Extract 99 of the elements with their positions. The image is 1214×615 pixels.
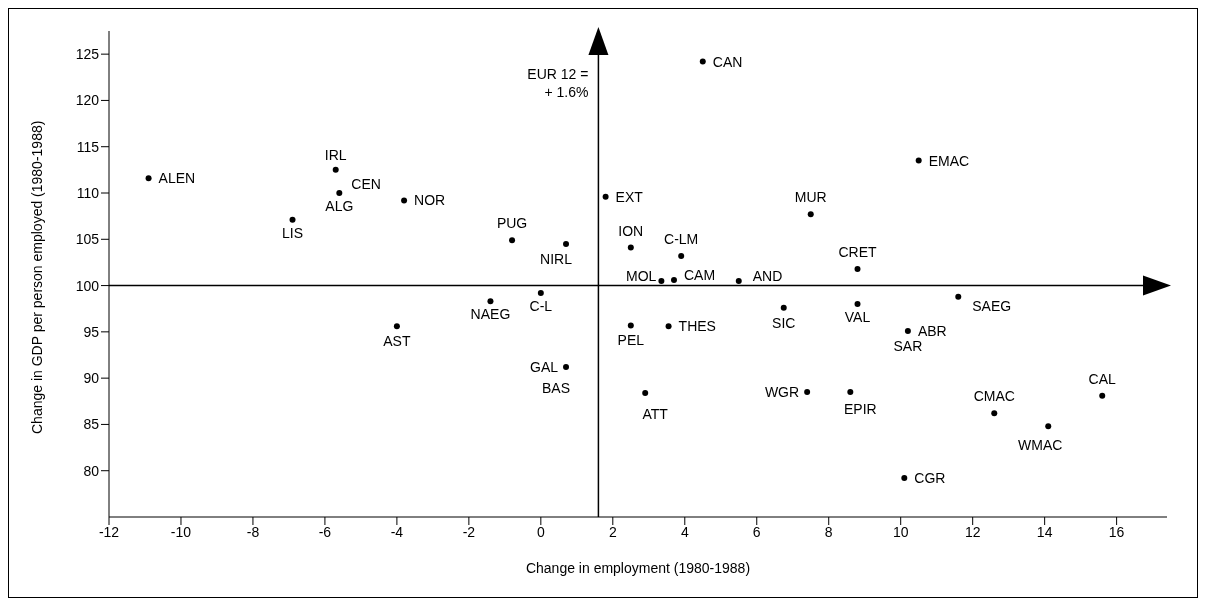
annotation: EXT (615, 188, 644, 205)
point (509, 237, 516, 244)
point (854, 301, 861, 308)
annotation: NAEG (470, 306, 511, 323)
point (904, 327, 911, 334)
x-tick-label: -6 (318, 523, 332, 540)
x-tick-label: 0 (536, 523, 545, 540)
point (602, 193, 609, 200)
annotation: ABR (917, 322, 947, 339)
point (658, 277, 665, 284)
annotation: AND (752, 267, 783, 284)
point (487, 298, 494, 305)
point (678, 252, 685, 259)
point (563, 240, 570, 247)
point (901, 475, 908, 482)
annotation: LIS (282, 224, 304, 241)
y-tick-label: 105 (75, 231, 100, 248)
point (665, 323, 672, 330)
annotation: EPIR (843, 401, 877, 418)
point (955, 293, 962, 300)
annotation: SIC (772, 314, 796, 331)
point (627, 244, 634, 251)
x-tick-label: -2 (462, 523, 476, 540)
point (627, 322, 634, 329)
point (699, 58, 706, 65)
annotation: PEL (617, 332, 645, 349)
point (1045, 423, 1052, 430)
annotation: CAN (712, 53, 743, 70)
annotation: CAL (1088, 370, 1117, 387)
x-tick-label: 8 (824, 523, 833, 540)
x-tick-label: 2 (608, 523, 617, 540)
y-tick-label: 80 (83, 462, 100, 479)
annotation: VAL (844, 309, 871, 326)
point (804, 389, 811, 396)
point (401, 197, 408, 204)
annotation: BAS (542, 380, 571, 397)
y-tick-label: 85 (83, 416, 100, 433)
x-tick-label: -12 (98, 523, 120, 540)
annotation: NOR (414, 192, 446, 209)
y-axis-title: Change in GDP per person employed (1980-1988) (28, 120, 45, 434)
annotation: C-LM (664, 230, 699, 247)
annotation: ALG (325, 198, 354, 214)
x-tick-label: -10 (170, 523, 192, 540)
y-tick-label: 95 (83, 323, 100, 340)
point (847, 389, 854, 396)
y-tick-label: 100 (75, 277, 100, 294)
y-tick-label: 90 (83, 370, 100, 387)
annotation: CEN (351, 176, 381, 192)
annotation: CRET (838, 243, 878, 260)
point (915, 157, 922, 164)
annotation: WGR (764, 384, 800, 401)
point (1099, 392, 1106, 399)
y-tick-label: 115 (76, 138, 100, 155)
x-tick-label: 6 (752, 523, 761, 540)
x-tick-label: 16 (1108, 523, 1125, 540)
point (780, 304, 787, 311)
annotation: IRL (324, 146, 347, 163)
x-tick-label: -8 (246, 523, 260, 540)
point (807, 211, 814, 218)
x-tick-label: 12 (964, 523, 981, 540)
annotation: THES (678, 318, 716, 335)
x-tick-label: -4 (390, 523, 404, 540)
x-tick-label: 10 (892, 523, 909, 540)
annotation: CGR (914, 470, 946, 487)
annotation: AST (383, 333, 411, 350)
annotation: GAL (530, 359, 559, 376)
annotation: ION (618, 222, 644, 239)
y-tick-label: 120 (75, 92, 100, 109)
point (537, 289, 544, 296)
point (854, 265, 861, 272)
annotation: WMAC (1018, 437, 1063, 454)
point (393, 323, 400, 330)
annotation: MUR (794, 189, 827, 206)
y-tick-label: 110 (76, 184, 100, 201)
annotation: EMAC (928, 152, 970, 169)
ref-line-label: EUR 12 = + 1.6% (527, 66, 589, 100)
y-tick-label: 125 (75, 46, 100, 63)
annotation: SAEG (972, 297, 1012, 314)
annotation: ATT (642, 405, 669, 422)
annotation: MOL (626, 267, 657, 284)
x-axis-title: Change in employment (1980-1988) (525, 560, 751, 576)
annotation: C-L (529, 297, 553, 314)
x-tick-label: 4 (680, 523, 689, 540)
point (735, 277, 742, 284)
annotation: PUG (496, 215, 528, 232)
point (332, 166, 339, 173)
annotation: CAM (683, 267, 716, 284)
point (991, 410, 998, 417)
annotation: CMAC (973, 388, 1015, 405)
point (563, 364, 570, 371)
point (145, 175, 152, 182)
annotation: NIRL (540, 250, 573, 267)
annotation: ALEN (158, 170, 196, 187)
point (670, 277, 677, 284)
point (289, 216, 296, 223)
point (336, 190, 343, 196)
x-tick-label: 14 (1036, 523, 1053, 540)
point (642, 389, 649, 396)
annotation: SAR (893, 337, 923, 354)
